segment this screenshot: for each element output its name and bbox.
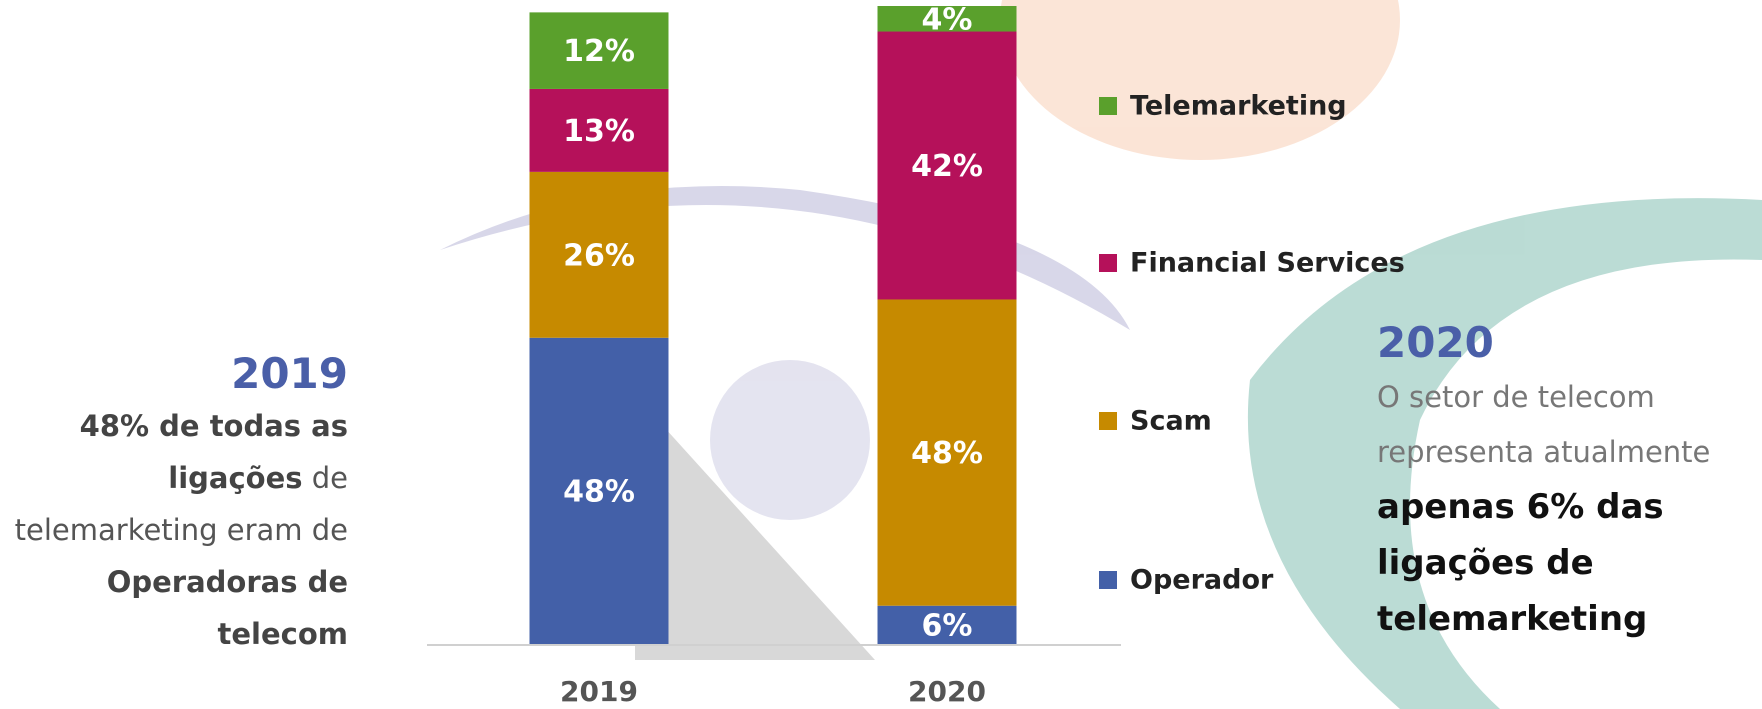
value-label: 13% xyxy=(563,114,635,149)
x-tick-label: 2019 xyxy=(560,675,638,708)
value-label: 4% xyxy=(922,2,973,37)
heading: 2019 xyxy=(231,349,348,398)
bar-segment xyxy=(529,171,669,338)
legend-label: Scam xyxy=(1130,406,1212,437)
bar-segment xyxy=(877,31,1017,300)
value-label: 6% xyxy=(922,608,973,643)
text: O setor de telecom representa atualmente xyxy=(1377,380,1711,469)
decor-triangle xyxy=(635,395,875,660)
heading: 2020 xyxy=(1377,318,1494,367)
value-label: 42% xyxy=(911,149,983,184)
value-label: 12% xyxy=(563,34,635,69)
text: de telemarketing eram de xyxy=(14,461,348,547)
value-label: 26% xyxy=(563,238,635,273)
plot: 48% 26% 13% 12% 2019 6% 48% 42% 4% 2020 Operador Sc… xyxy=(529,2,1405,708)
bar-segment xyxy=(529,337,669,644)
value-label: 48% xyxy=(563,474,635,509)
left-note: 2019 48% de todas as ligações de telemar… xyxy=(10,348,348,660)
bar-segment xyxy=(877,605,1017,644)
bold-text: Operadoras de telecom xyxy=(106,565,348,651)
legend-swatch xyxy=(1099,97,1117,115)
bar-segment xyxy=(529,88,669,172)
x-tick-label: 2020 xyxy=(908,675,986,708)
legend-label: Operador xyxy=(1130,565,1274,596)
bar-segment xyxy=(877,6,1017,32)
bold-text: apenas 6% das ligações de telemarketing xyxy=(1377,487,1664,639)
value-label: 48% xyxy=(911,436,983,471)
legend-swatch xyxy=(1099,571,1117,589)
bold-text: 48% de todas as ligações xyxy=(79,409,348,495)
legend-label: Financial Services xyxy=(1130,248,1405,279)
legend-swatch xyxy=(1099,412,1117,430)
bar-segment xyxy=(529,12,669,89)
right-note: 2020 O setor de telecom representa atual… xyxy=(1377,315,1752,648)
bar-segment xyxy=(877,299,1017,606)
legend-label: Telemarketing xyxy=(1130,91,1347,122)
legend-swatch xyxy=(1099,254,1117,272)
